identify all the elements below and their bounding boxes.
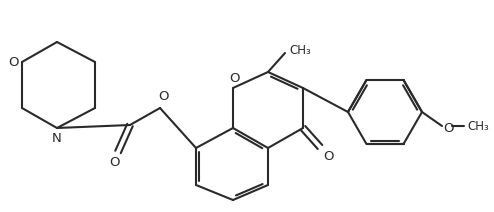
Text: O: O (109, 155, 119, 169)
Text: O: O (323, 149, 333, 163)
Text: O: O (443, 121, 453, 134)
Text: CH₃: CH₃ (467, 120, 489, 132)
Text: O: O (158, 91, 168, 103)
Text: N: N (52, 131, 62, 145)
Text: CH₃: CH₃ (289, 45, 311, 57)
Text: O: O (8, 56, 18, 68)
Text: O: O (229, 71, 239, 85)
